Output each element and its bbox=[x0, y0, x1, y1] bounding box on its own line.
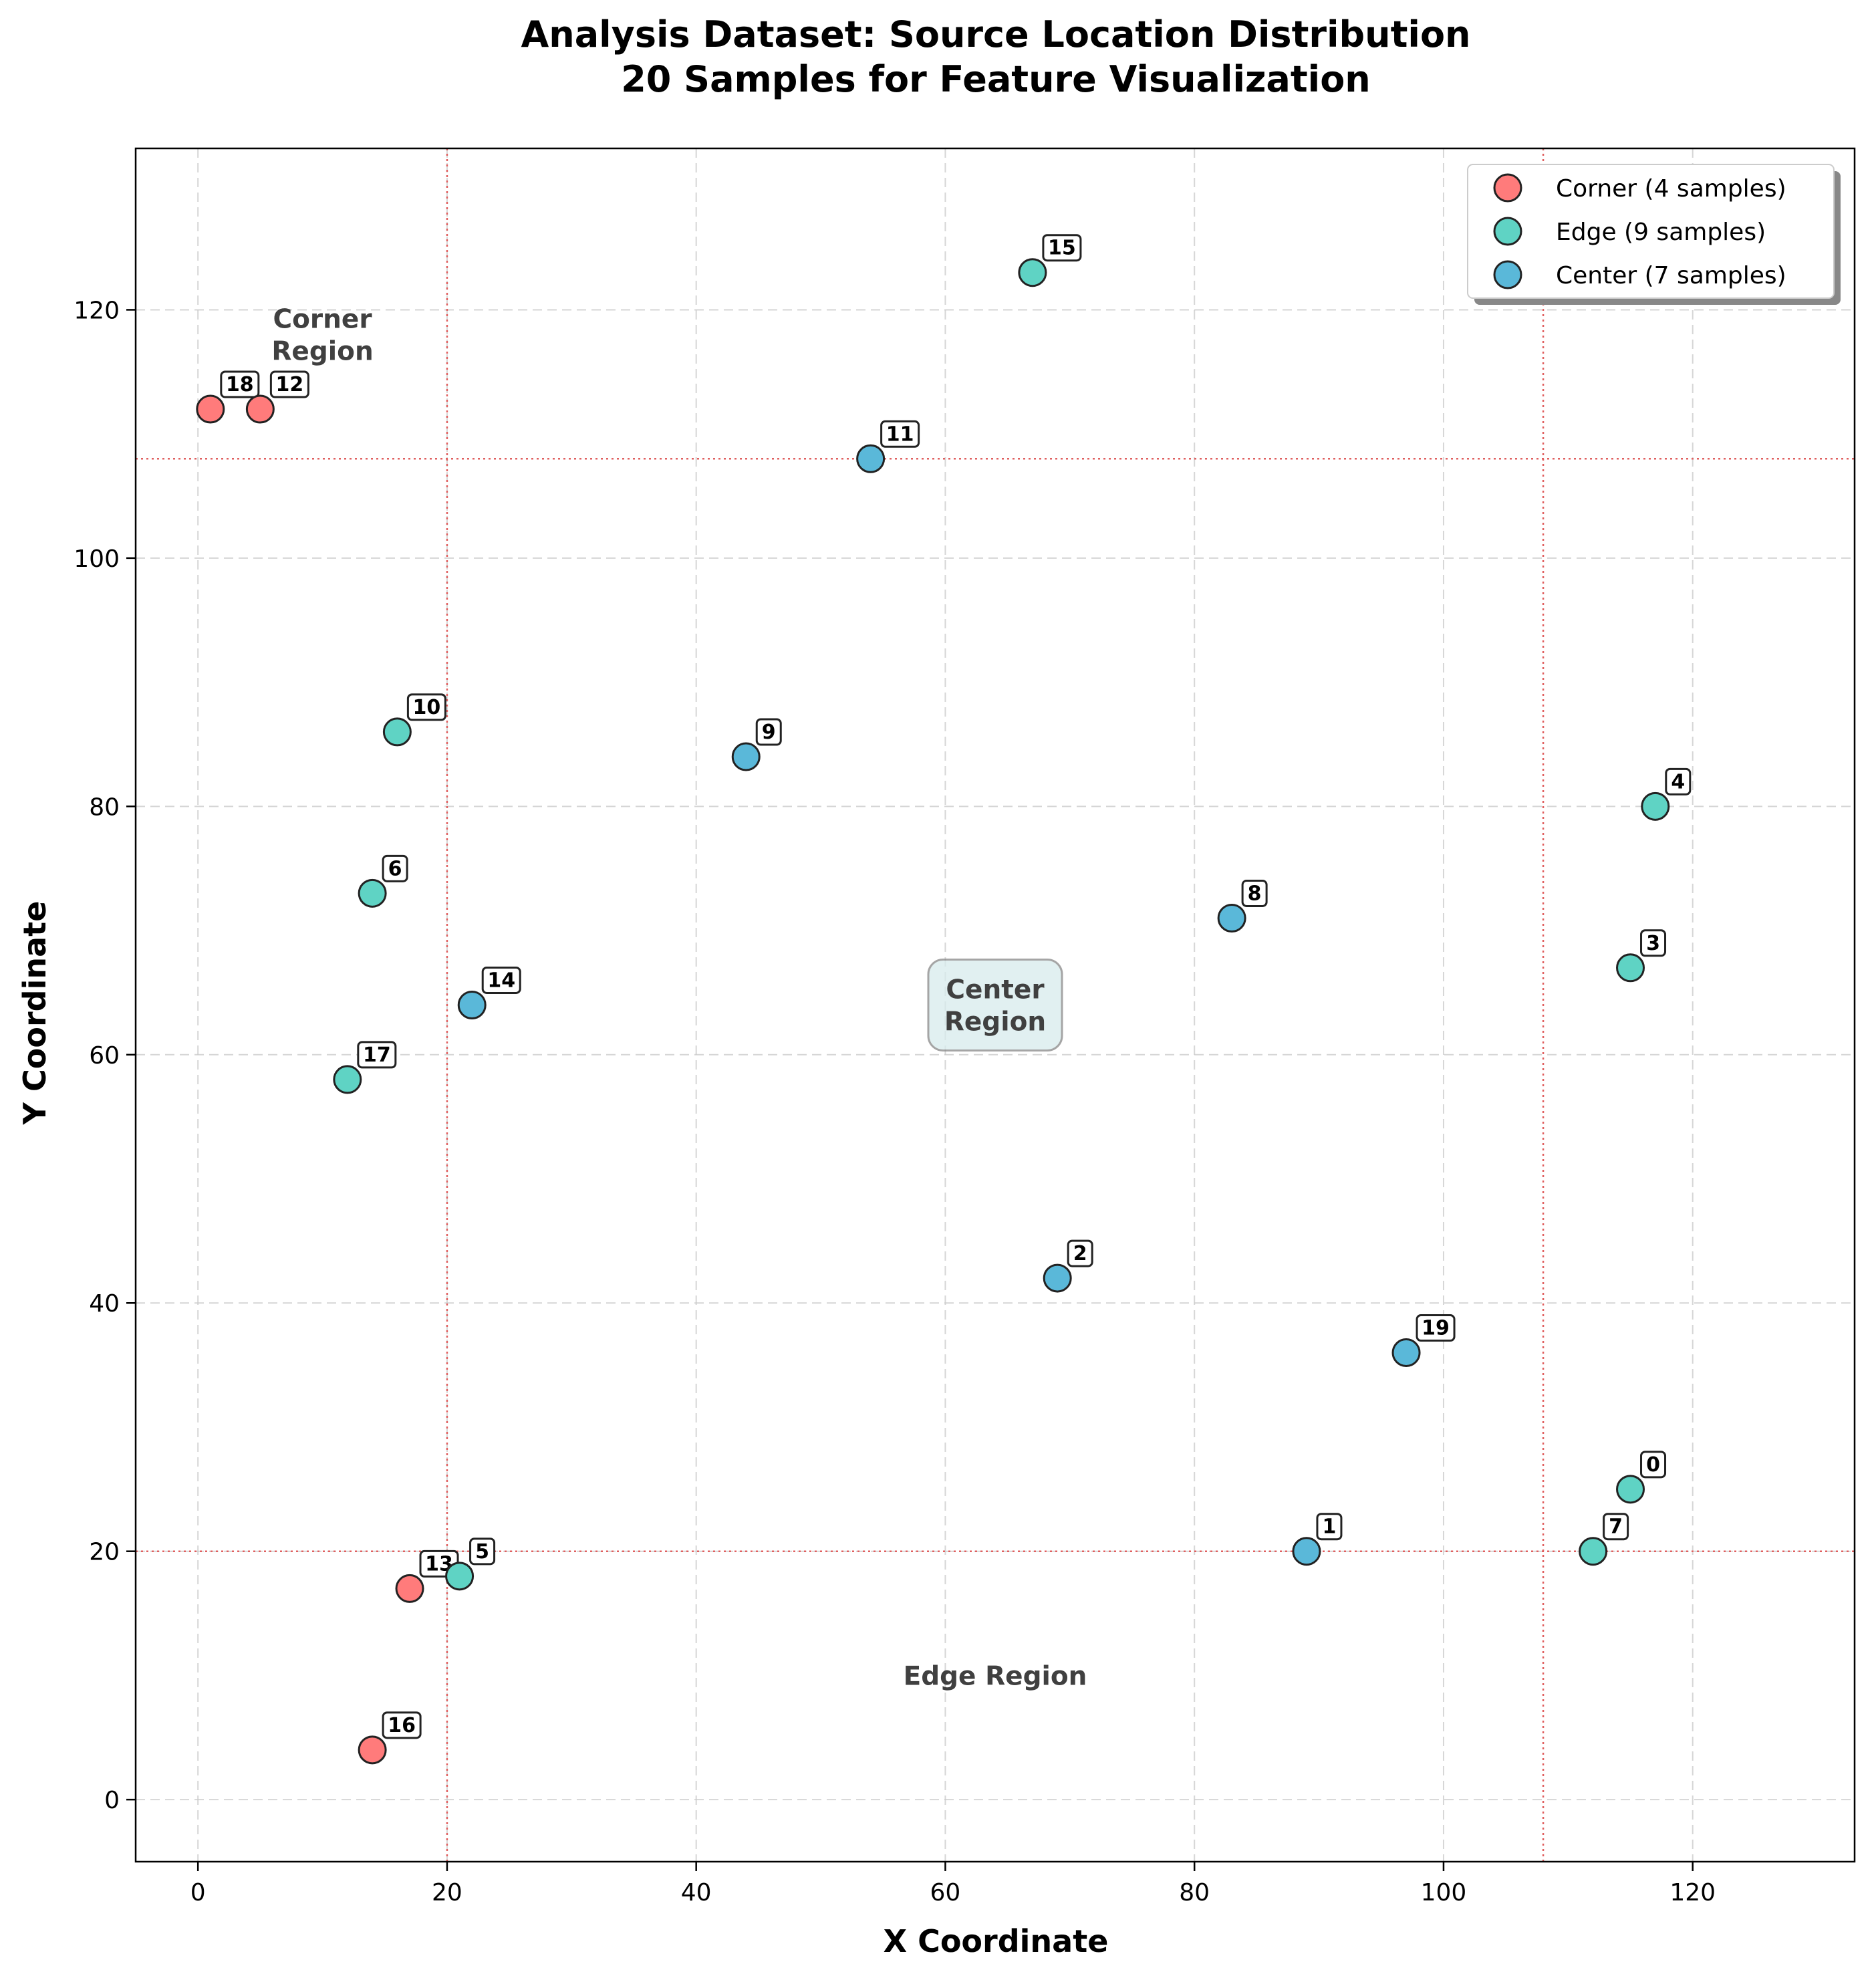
point-id-box bbox=[1316, 1513, 1343, 1541]
point-id-label: 14 bbox=[487, 969, 515, 993]
point-id-label: 4 bbox=[1671, 770, 1685, 793]
x-axis-label: X Coordinate bbox=[884, 1923, 1109, 1959]
point-id-label: 9 bbox=[762, 721, 776, 744]
point-id-box bbox=[382, 1711, 422, 1739]
point-id-label: 2 bbox=[1073, 1242, 1087, 1265]
point-id-label: 8 bbox=[1248, 882, 1262, 905]
point-id-label: 7 bbox=[1609, 1515, 1623, 1539]
x-tick-label: 40 bbox=[681, 1879, 712, 1906]
x-tick-label: 80 bbox=[1179, 1879, 1210, 1906]
data-point bbox=[1292, 1537, 1321, 1566]
data-point bbox=[245, 394, 275, 424]
point-id-box bbox=[357, 1041, 397, 1069]
data-point bbox=[1217, 903, 1246, 933]
grid bbox=[136, 148, 1855, 1862]
point-id-box bbox=[382, 854, 408, 882]
data-point bbox=[1043, 1263, 1072, 1293]
legend-entry: Corner (4 samples) bbox=[1556, 175, 1786, 203]
data-point bbox=[196, 394, 225, 424]
region-label-box bbox=[927, 959, 1063, 1051]
y-tick-label: 80 bbox=[89, 793, 120, 821]
region-label: Corner bbox=[273, 305, 373, 335]
x-tick-label: 0 bbox=[190, 1879, 206, 1906]
x-tick-label: 120 bbox=[1669, 1879, 1716, 1906]
y-tick-label: 20 bbox=[89, 1539, 120, 1566]
point-id-box bbox=[1640, 929, 1667, 957]
legend-marker bbox=[1493, 260, 1522, 289]
point-id-label: 5 bbox=[475, 1540, 489, 1564]
data-point bbox=[731, 742, 761, 771]
y-tick-label: 60 bbox=[89, 1042, 120, 1070]
point-id-label: 12 bbox=[276, 373, 304, 396]
region-label: Edge Region bbox=[904, 1661, 1087, 1691]
legend-marker bbox=[1493, 173, 1522, 203]
region-label: Region bbox=[944, 1007, 1046, 1037]
point-id-box bbox=[1241, 879, 1268, 907]
data-point bbox=[457, 991, 487, 1019]
data-point bbox=[358, 1735, 387, 1765]
legend: Corner (4 samples) Edge (9 samples) Center… bbox=[1467, 164, 1841, 305]
y-tick-label: 0 bbox=[104, 1787, 120, 1814]
point-id-label: 3 bbox=[1646, 932, 1660, 955]
data-point bbox=[1018, 258, 1047, 287]
legend-frame bbox=[1467, 164, 1835, 299]
point-id-box bbox=[1603, 1513, 1629, 1541]
data-point bbox=[1579, 1537, 1608, 1566]
data-point bbox=[1616, 1475, 1645, 1504]
point-id-label: 11 bbox=[886, 422, 914, 446]
data-point bbox=[1391, 1338, 1421, 1368]
point-id-box bbox=[880, 420, 920, 448]
point-id-box bbox=[1640, 1451, 1667, 1479]
data-point bbox=[395, 1574, 424, 1603]
point-id-label: 17 bbox=[363, 1043, 391, 1067]
point-id-box bbox=[269, 370, 309, 398]
legend-marker bbox=[1493, 217, 1522, 246]
point-id-box bbox=[1067, 1239, 1093, 1267]
region-label: Center bbox=[946, 975, 1045, 1005]
data-point bbox=[856, 444, 886, 473]
y-tick-label: 100 bbox=[74, 545, 120, 573]
point-id-label: 19 bbox=[1422, 1317, 1450, 1340]
data-point bbox=[382, 717, 412, 747]
x-tick-label: 100 bbox=[1421, 1879, 1467, 1906]
region-boundaries bbox=[136, 148, 1855, 1862]
chart-title: Analysis Dataset: Source Location Distri… bbox=[521, 13, 1471, 55]
point-id-label: 6 bbox=[388, 857, 402, 880]
point-id-box bbox=[406, 693, 446, 721]
data-point bbox=[445, 1562, 475, 1591]
y-tick-label: 120 bbox=[74, 297, 120, 324]
point-id-box bbox=[220, 370, 260, 398]
data-point bbox=[1616, 953, 1645, 983]
legend-entry: Center (7 samples) bbox=[1556, 262, 1786, 289]
point-id-box bbox=[1416, 1314, 1456, 1342]
point-id-label: 1 bbox=[1323, 1515, 1337, 1539]
legend-entry: Edge (9 samples) bbox=[1556, 219, 1766, 246]
point-id-box bbox=[481, 967, 521, 994]
y-axis-label: Y Coordinate bbox=[17, 901, 53, 1126]
y-tick-label: 40 bbox=[89, 1290, 120, 1318]
point-id-box bbox=[1042, 234, 1082, 262]
point-id-label: 16 bbox=[388, 1714, 416, 1737]
x-tick-label: 20 bbox=[432, 1879, 462, 1906]
point-id-label: 15 bbox=[1048, 237, 1076, 260]
data-point bbox=[333, 1065, 362, 1094]
point-id-label: 18 bbox=[226, 373, 254, 396]
point-id-label: 0 bbox=[1646, 1453, 1660, 1477]
data-point bbox=[1641, 791, 1670, 821]
point-id-box bbox=[469, 1537, 496, 1566]
point-id-box bbox=[755, 718, 782, 746]
point-id-label: 10 bbox=[413, 696, 441, 719]
x-tick-label: 60 bbox=[930, 1879, 961, 1906]
data-point bbox=[358, 878, 387, 908]
chart-subtitle: 20 Samples for Feature Visualization bbox=[621, 58, 1371, 100]
point-id-box bbox=[1665, 767, 1692, 795]
plot-frame bbox=[134, 147, 1856, 1863]
region-label: Region bbox=[271, 337, 373, 367]
